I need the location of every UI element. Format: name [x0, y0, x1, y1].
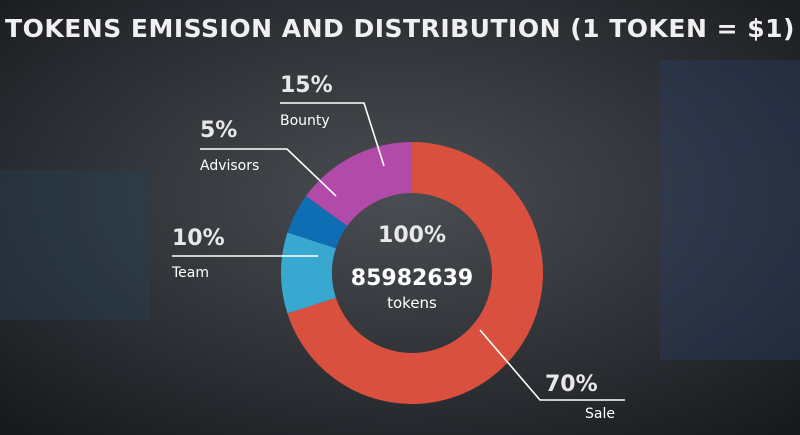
leader-line — [200, 148, 337, 197]
center-percent: 100% — [378, 223, 446, 248]
value-label: 10% — [172, 226, 225, 251]
background-shape — [660, 60, 800, 360]
donut-segment — [306, 142, 412, 226]
background-shape — [0, 170, 150, 320]
chart-title: TOKENS EMISSION AND DISTRIBUTION (1 TOKE… — [5, 14, 795, 43]
category-label: Team — [171, 265, 209, 281]
total-unit: tokens — [387, 294, 437, 312]
category-label: Bounty — [280, 113, 330, 129]
value-label: 70% — [545, 372, 598, 397]
leader-line — [280, 102, 385, 167]
value-label: 15% — [280, 73, 333, 98]
donut-segment — [287, 196, 348, 249]
donut-segment — [287, 142, 543, 404]
category-label: Sale — [585, 406, 615, 422]
donut — [280, 142, 543, 404]
donut-segment — [280, 232, 336, 314]
total-tokens: 85982639 — [351, 266, 473, 291]
leader-line — [479, 329, 625, 401]
category-label: Advisors — [200, 158, 259, 174]
value-label: 5% — [200, 118, 237, 143]
